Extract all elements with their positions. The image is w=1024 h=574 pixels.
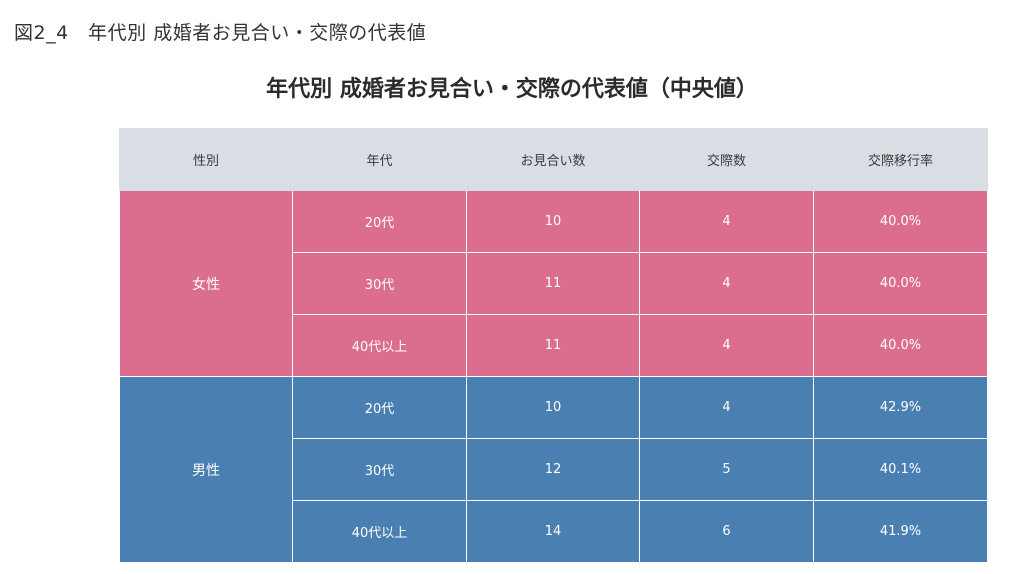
age-cell: 20代	[292, 376, 467, 439]
header-sex: 性別	[119, 128, 293, 191]
table-row: 男性 20代 10 4 42.9%	[119, 376, 988, 563]
age-cell: 40代以上	[292, 500, 467, 563]
rate-cell: 40.0%	[813, 314, 988, 377]
age-cell: 30代	[292, 252, 467, 315]
table-title: 年代別 成婚者お見合い・交際の代表値（中央値）	[266, 77, 758, 102]
table-row: 40代以上 14 6 41.9%	[120, 500, 988, 563]
header-row: 性別 年代 お見合い数 交際数 交際移行率	[119, 128, 988, 191]
header-kousai-count: 交際数	[639, 128, 814, 191]
rate-cell: 40.1%	[813, 438, 988, 501]
omiai-cell: 11	[466, 252, 640, 315]
table-row: 30代 12 5 40.1%	[120, 438, 988, 501]
sex-cell-female: 女性	[119, 190, 293, 377]
omiai-cell: 10	[466, 376, 640, 439]
kousai-cell: 6	[639, 500, 814, 563]
table-row: 女性 20代 10 4 40.0%	[119, 190, 988, 377]
kousai-cell: 4	[639, 314, 814, 377]
rate-cell: 41.9%	[813, 500, 988, 563]
age-cell: 20代	[292, 190, 467, 253]
header-age: 年代	[292, 128, 467, 191]
table-row: 30代 11 4 40.0%	[120, 252, 988, 315]
rate-cell: 40.0%	[813, 252, 988, 315]
kousai-cell: 4	[639, 252, 814, 315]
kousai-cell: 4	[639, 376, 814, 439]
omiai-cell: 12	[466, 438, 640, 501]
header-transition-rate: 交際移行率	[813, 128, 988, 191]
omiai-cell: 11	[466, 314, 640, 377]
age-cell: 40代以上	[292, 314, 467, 377]
kousai-cell: 4	[639, 190, 814, 253]
age-cell: 30代	[292, 438, 467, 501]
rate-cell: 40.0%	[813, 190, 988, 253]
table-row: 40代以上 11 4 40.0%	[120, 314, 988, 377]
median-stats-table: 性別 年代 お見合い数 交際数 交際移行率 女性 20代 10 4 40.0% …	[119, 128, 988, 563]
header-omiai-count: お見合い数	[466, 128, 640, 191]
omiai-cell: 10	[466, 190, 640, 253]
figure-label: 図2_4 年代別 成婚者お見合い・交際の代表値	[14, 22, 427, 44]
sex-cell-male: 男性	[119, 376, 293, 563]
rate-cell: 42.9%	[813, 376, 988, 439]
kousai-cell: 5	[639, 438, 814, 501]
omiai-cell: 14	[466, 500, 640, 563]
